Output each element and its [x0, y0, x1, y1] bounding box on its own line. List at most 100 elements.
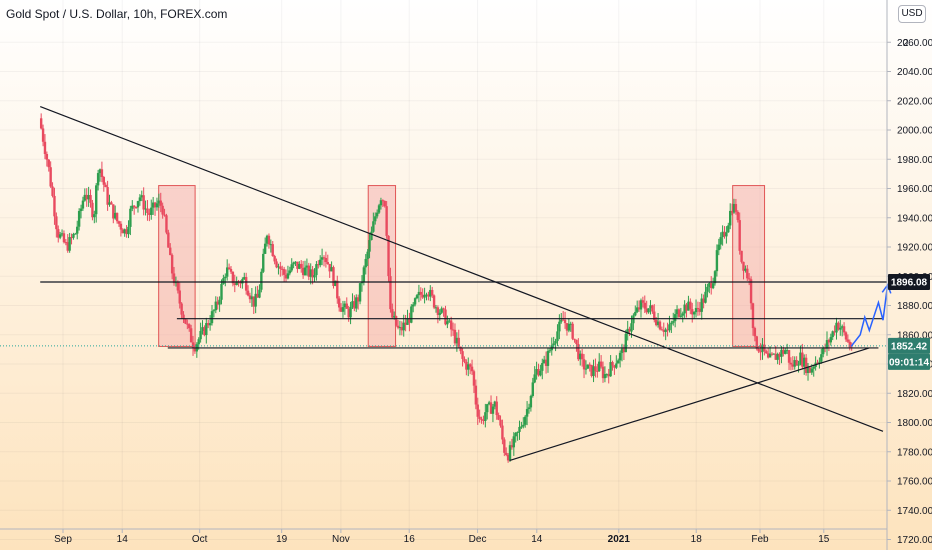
- candle-body: [486, 404, 489, 413]
- candle-body: [727, 225, 730, 233]
- x-tick-label: 15: [818, 534, 830, 545]
- candle-body: [51, 186, 54, 196]
- candle-body: [225, 267, 229, 277]
- candle-body: [349, 306, 352, 318]
- candle-body: [351, 301, 354, 307]
- candle-body: [683, 304, 686, 314]
- candle-body: [784, 350, 787, 354]
- candle-body: [224, 276, 227, 279]
- candle-body: [825, 340, 829, 349]
- candle-body: [267, 235, 271, 245]
- candle-body: [527, 407, 531, 409]
- candle-body: [89, 195, 92, 203]
- candle-body: [216, 301, 219, 305]
- candle-body: [258, 289, 261, 298]
- candle-body: [751, 303, 755, 329]
- candle-body: [389, 276, 392, 310]
- candle-body: [336, 280, 339, 299]
- candle-body: [696, 307, 700, 309]
- candle-body: [694, 307, 698, 313]
- candle-body: [413, 298, 417, 305]
- candle-body: [83, 194, 87, 201]
- candle-body: [279, 266, 282, 269]
- currency-button[interactable]: USD: [898, 5, 926, 23]
- candle-body: [127, 226, 130, 235]
- candle-body: [286, 273, 290, 279]
- candle-body: [146, 208, 149, 213]
- candle-body: [687, 301, 690, 311]
- y-tick-label: 1960.00: [897, 184, 932, 195]
- candle-body: [643, 302, 646, 309]
- candle-body: [277, 266, 280, 268]
- candle-body: [713, 271, 717, 284]
- candle-body: [770, 353, 774, 355]
- descending-trendline: [40, 106, 884, 432]
- candle-body: [672, 321, 675, 323]
- candle-body: [702, 298, 705, 303]
- candle-body: [104, 184, 107, 188]
- candle-body: [467, 364, 470, 370]
- candle-body: [670, 322, 673, 325]
- candle-body: [377, 205, 381, 213]
- candle-body: [563, 320, 567, 324]
- candle-body: [560, 319, 563, 322]
- candle-body: [379, 200, 383, 206]
- candle-body: [396, 325, 400, 328]
- candle-body: [410, 306, 413, 323]
- candle-body: [138, 197, 142, 202]
- candle-body: [421, 294, 424, 298]
- candle-body: [49, 167, 52, 187]
- candle-body: [448, 320, 451, 322]
- candle-body: [372, 221, 375, 232]
- candle-body: [241, 279, 244, 284]
- candle-body: [210, 311, 214, 324]
- candle-body: [121, 229, 124, 234]
- candle-body: [244, 277, 248, 291]
- countdown-label: 09:01:14: [889, 357, 929, 368]
- candle-body: [391, 309, 394, 318]
- candle-body: [795, 360, 798, 366]
- candle-body: [766, 353, 770, 358]
- candle-body: [561, 319, 565, 321]
- x-tick-label: 2021: [608, 534, 631, 545]
- candle-body: [503, 439, 506, 453]
- candle-body: [87, 195, 90, 200]
- candle-body: [590, 364, 593, 376]
- candle-body: [692, 312, 696, 315]
- candle-body: [305, 265, 309, 268]
- candle-body: [269, 244, 273, 246]
- candle-body: [738, 220, 741, 251]
- candle-body: [677, 309, 681, 317]
- candle-body: [793, 360, 796, 367]
- candle-body: [742, 261, 745, 271]
- candle-body: [706, 286, 709, 292]
- candle-body: [159, 200, 162, 206]
- candle-body: [653, 311, 656, 320]
- candle-body: [60, 233, 64, 235]
- candle-body: [150, 207, 153, 215]
- candle-body: [759, 351, 762, 353]
- candle-body: [554, 341, 557, 344]
- candle-body: [212, 310, 216, 312]
- candle-body: [375, 212, 379, 217]
- candle-body: [611, 362, 614, 366]
- candle-body: [586, 364, 590, 369]
- candle-body: [360, 282, 364, 284]
- candle-body: [757, 348, 760, 352]
- candle-body: [246, 290, 250, 296]
- candle-body: [472, 371, 476, 386]
- candle-body: [100, 169, 104, 178]
- candle-body: [459, 346, 462, 352]
- candle-body: [161, 205, 164, 215]
- projection: [850, 283, 892, 347]
- candle-body: [668, 324, 671, 331]
- candle-body: [651, 305, 654, 312]
- candle-body: [708, 283, 711, 287]
- candle-body: [592, 366, 595, 376]
- candle-body: [539, 370, 542, 376]
- candle-body: [256, 293, 259, 298]
- candle-body: [480, 418, 483, 420]
- x-tick-label: Sep: [54, 534, 72, 545]
